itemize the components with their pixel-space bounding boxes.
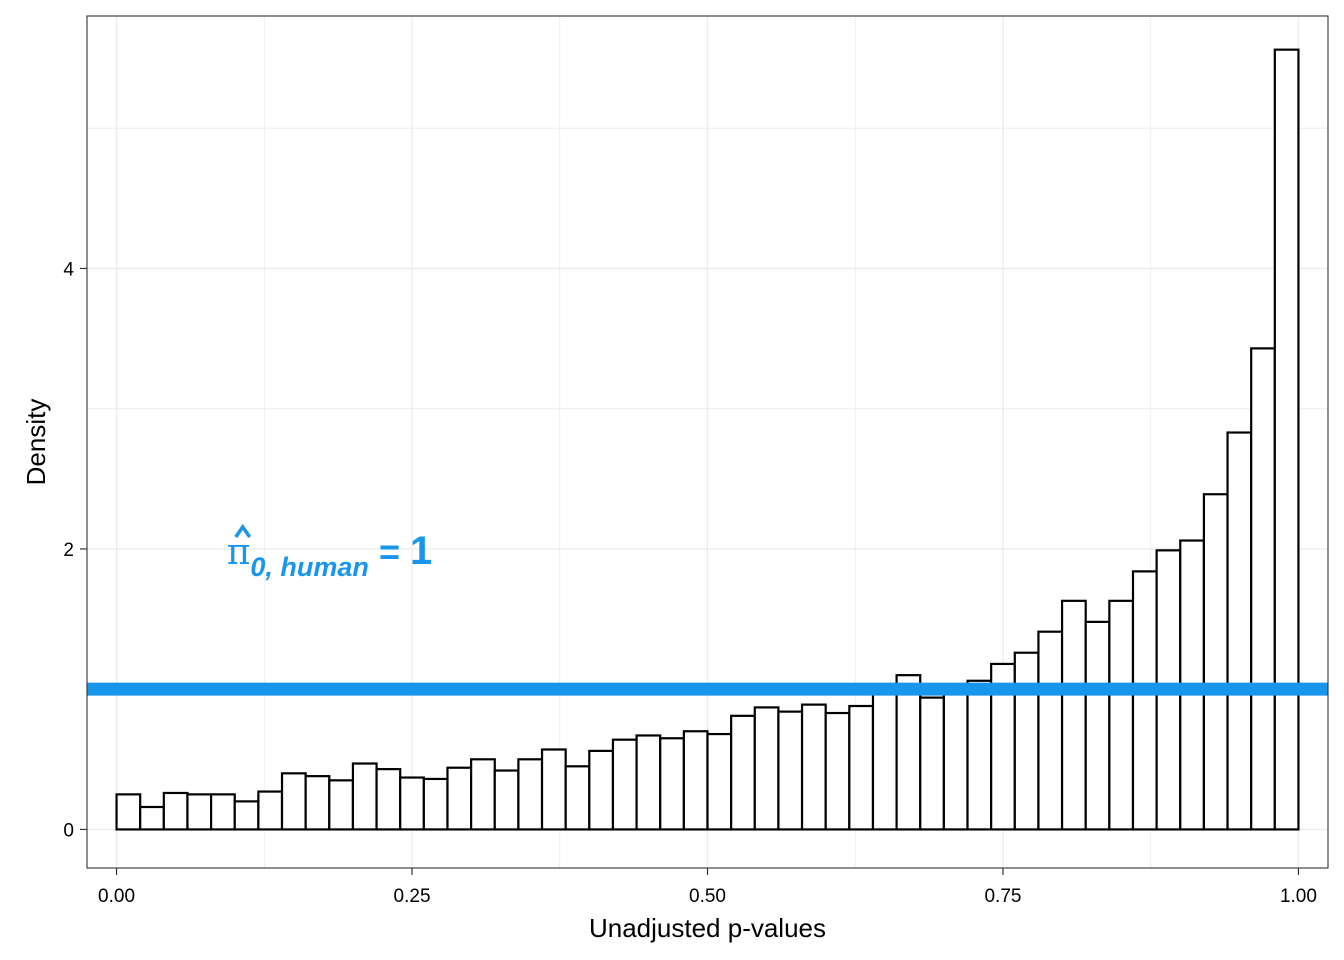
x-tick-label: 0.25 xyxy=(394,886,431,907)
histogram-bar xyxy=(1013,651,1040,831)
histogram-bar xyxy=(1037,630,1064,831)
histogram-bar xyxy=(493,769,520,831)
histogram-bar xyxy=(564,765,591,831)
histogram-bar xyxy=(824,711,851,831)
x-tick-label: 0.50 xyxy=(689,886,726,907)
histogram-bar xyxy=(730,714,756,831)
histogram-bar xyxy=(611,738,638,831)
x-axis: 0.00 0.25 0.50 0.75 1.00 xyxy=(98,868,1317,907)
annotation-value: 1 xyxy=(410,529,432,573)
annotation-subscript: 0, human xyxy=(250,552,369,582)
y-tick-label: 4 xyxy=(63,259,74,280)
histogram-bar xyxy=(375,768,402,831)
histogram-bar xyxy=(800,703,827,831)
annotation-equals: = xyxy=(369,531,410,572)
y-axis: 0 2 4 xyxy=(63,259,87,841)
histogram-bar xyxy=(304,775,331,831)
histogram-bar xyxy=(919,696,945,831)
histogram-bar xyxy=(1060,599,1087,831)
histogram-bar xyxy=(942,686,969,831)
y-tick-label: 0 xyxy=(63,820,74,841)
histogram-bar xyxy=(588,749,615,831)
x-tick-label: 0.75 xyxy=(984,886,1021,907)
histogram-bar xyxy=(422,777,449,831)
histogram-bar xyxy=(1108,599,1135,831)
histogram-bar xyxy=(186,793,213,831)
histogram-bar xyxy=(777,710,804,831)
annotation-symbol: π xyxy=(227,532,251,573)
hat-accent-icon xyxy=(234,523,252,538)
x-tick-label: 0.00 xyxy=(98,886,135,907)
histogram-bar xyxy=(280,772,307,831)
histogram-bar xyxy=(399,776,425,831)
histogram-bar xyxy=(753,706,780,831)
histogram-bar xyxy=(1250,347,1276,831)
histogram-bar xyxy=(706,732,733,831)
histogram-bar xyxy=(659,737,685,831)
histogram-bar xyxy=(517,758,544,831)
x-tick-label: 1.00 xyxy=(1280,886,1317,907)
pi0-annotation: π0, human = 1 xyxy=(227,529,432,582)
x-axis-title: Unadjusted p-values xyxy=(589,913,826,943)
histogram-bar xyxy=(233,800,260,831)
histogram-bar xyxy=(1273,48,1300,831)
histogram-bar xyxy=(257,790,284,831)
histogram-bar xyxy=(895,674,922,831)
y-axis-title: Density xyxy=(21,399,51,486)
histogram-bar xyxy=(1131,570,1158,831)
histogram-bar xyxy=(1226,431,1253,831)
histogram-bar xyxy=(210,793,236,831)
histogram-bar xyxy=(470,758,496,831)
histogram-bar xyxy=(540,748,567,831)
histogram-bar xyxy=(351,762,378,831)
histogram-bar xyxy=(115,793,142,831)
histogram-bar xyxy=(682,730,709,831)
y-tick-label: 2 xyxy=(63,540,74,561)
histogram-bar xyxy=(871,689,898,831)
histogram-bar xyxy=(139,805,165,831)
histogram-bar xyxy=(635,734,662,831)
histogram-bar xyxy=(848,704,875,831)
histogram-bar xyxy=(446,766,473,831)
histogram-bars xyxy=(115,48,1300,831)
histogram-bar xyxy=(1202,493,1229,831)
histogram-bar xyxy=(328,779,355,831)
histogram-bar xyxy=(966,679,993,831)
histogram-bar xyxy=(162,791,189,831)
histogram-bar xyxy=(1084,620,1111,831)
